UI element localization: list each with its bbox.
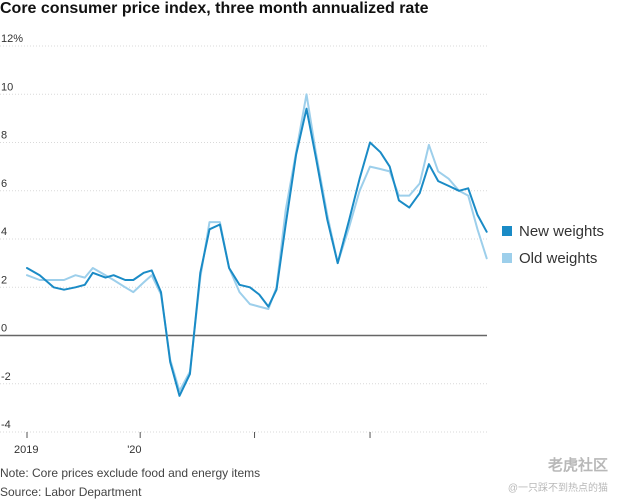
x-axis: 2019 '20	[14, 432, 371, 456]
y-tick-label: -4	[1, 419, 11, 431]
line-chart: -4 -2 0 2 4 6 8 10 12% 2019 '20 New weights Old we…	[0, 33, 604, 456]
x-tick-label: '20	[127, 444, 141, 456]
watermark-handle: @一只踩不到热点的猫	[507, 483, 608, 494]
legend-swatch-old-weights	[502, 253, 512, 263]
y-tick-label: 2	[1, 274, 7, 286]
legend: New weights Old weights	[502, 223, 604, 267]
chart-note: Note: Core prices exclude food and energ…	[0, 466, 261, 480]
y-tick-label: 12%	[1, 33, 23, 45]
gridlines	[0, 45, 487, 433]
legend-label-old-weights: Old weights	[519, 250, 597, 267]
legend-swatch-new-weights	[502, 226, 512, 236]
y-axis: -4 -2 0 2 4 6 8 10 12%	[1, 33, 23, 431]
series-new-weights-line	[26, 107, 488, 397]
y-tick-label: 8	[1, 130, 7, 142]
y-tick-label: 4	[1, 226, 7, 238]
series-lines	[26, 93, 488, 397]
chart-title: Core consumer price index, three month a…	[0, 0, 429, 17]
y-tick-label: 6	[1, 178, 7, 190]
x-tick-label: 2019	[14, 444, 38, 456]
series-old-weights-line	[26, 93, 488, 392]
y-tick-label: 10	[1, 81, 13, 93]
legend-label-new-weights: New weights	[519, 223, 604, 240]
y-tick-label: 0	[1, 323, 7, 335]
y-tick-label: -2	[1, 371, 11, 383]
chart-source: Source: Labor Department	[0, 485, 142, 499]
watermark-brand: 老虎社区	[547, 457, 608, 474]
